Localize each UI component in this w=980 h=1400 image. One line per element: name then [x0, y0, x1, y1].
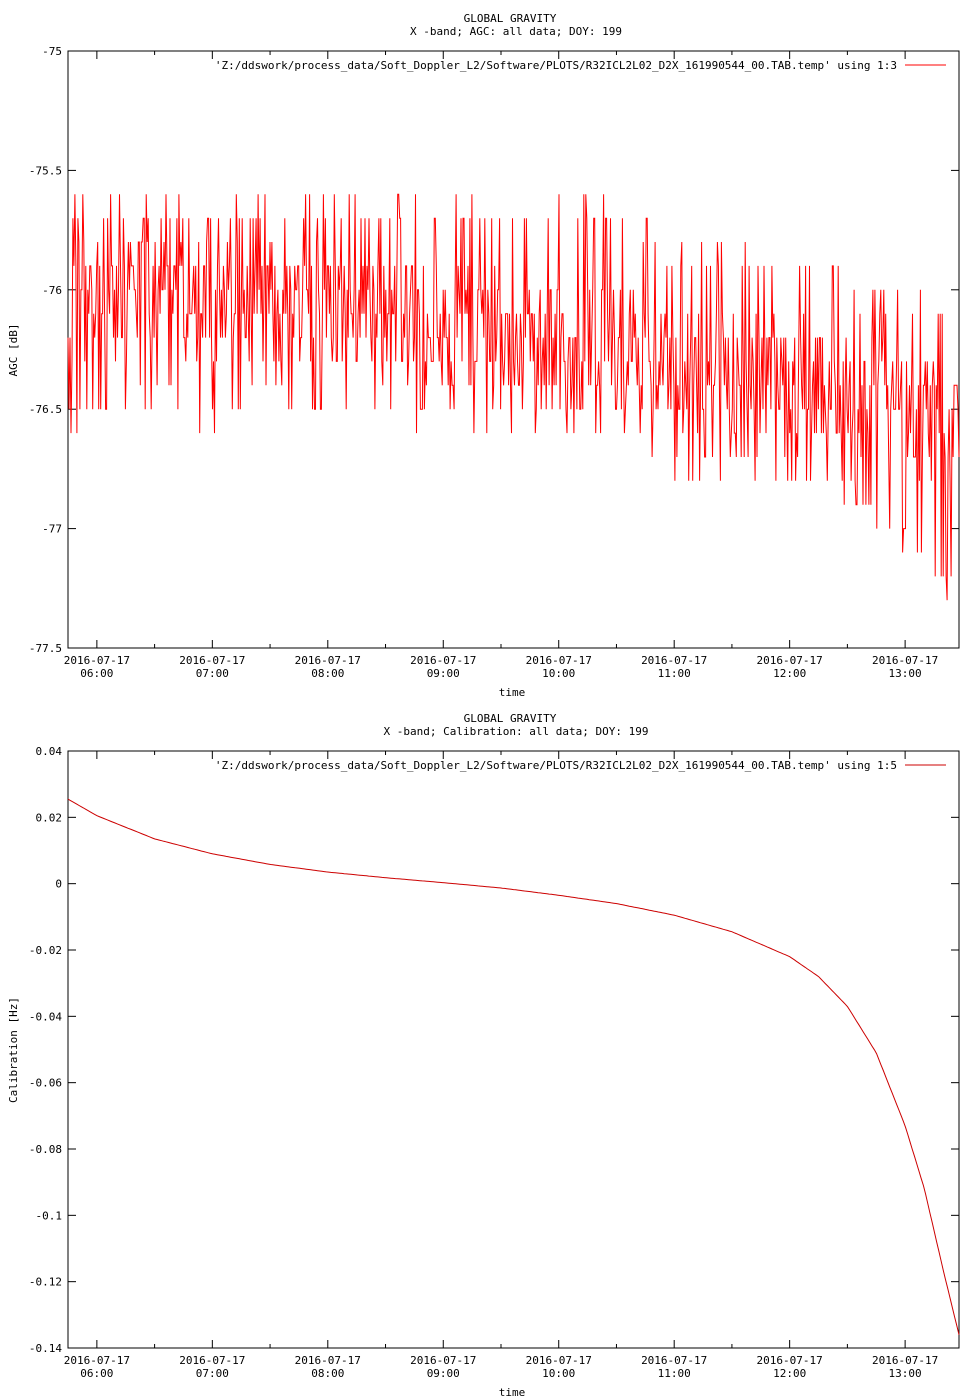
y-tick-label: -0.02: [29, 944, 62, 957]
calibration-legend-label: 'Z:/ddswork/process_data/Soft_Doppler_L2…: [215, 759, 897, 772]
x-tick-label-time: 10:00: [542, 667, 575, 680]
calibration-chart-subtitle: X -band; Calibration: all data; DOY: 199: [384, 725, 649, 738]
calibration-y-axis-label: Calibration [Hz]: [7, 997, 20, 1103]
x-tick-label-date: 2016-07-17: [179, 654, 245, 667]
x-tick-label-time: 13:00: [889, 1367, 922, 1380]
y-tick-label: -0.12: [29, 1276, 62, 1289]
y-tick-label: -0.14: [29, 1342, 62, 1355]
y-tick-label: -75.5: [29, 164, 62, 177]
y-tick-label: -77.5: [29, 642, 62, 655]
x-tick-label-time: 10:00: [542, 1367, 575, 1380]
x-tick-label-time: 11:00: [658, 667, 691, 680]
calibration-x-axis-label: time: [499, 1386, 526, 1399]
agc-series: [67, 193, 960, 601]
y-tick-label: 0: [55, 878, 62, 891]
x-tick-label-time: 13:00: [889, 667, 922, 680]
x-tick-label-date: 2016-07-17: [295, 1354, 361, 1367]
agc-x-axis-label: time: [499, 686, 526, 699]
x-tick-label-time: 07:00: [196, 667, 229, 680]
calibration-ticks: 0.04 0.02 0 -0.02 -0.04 -0.06 -0.08 -0.1 -0.12 -0…: [29, 745, 959, 1380]
x-tick-label-time: 09:00: [427, 667, 460, 680]
y-tick-label: -0.08: [29, 1143, 62, 1156]
x-tick-label-date: 2016-07-17: [410, 654, 476, 667]
x-tick-label-time: 12:00: [773, 667, 806, 680]
x-tick-label-date: 2016-07-17: [641, 1354, 707, 1367]
x-tick-label-date: 2016-07-17: [179, 1354, 245, 1367]
x-tick-label-date: 2016-07-17: [526, 654, 592, 667]
y-tick-label: -76.5: [29, 403, 62, 416]
x-tick-label-time: 11:00: [658, 1367, 691, 1380]
y-tick-label: 0.02: [36, 811, 63, 824]
calibration-plot-frame: [67, 750, 960, 1349]
x-tick-label-date: 2016-07-17: [410, 1354, 476, 1367]
x-tick-label-date: 2016-07-17: [64, 654, 130, 667]
agc-chart-subtitle: X -band; AGC: all data; DOY: 199: [410, 25, 622, 38]
y-tick-label: -76: [42, 284, 62, 297]
calibration-series: [67, 798, 960, 1335]
x-tick-label-time: 12:00: [773, 1367, 806, 1380]
x-tick-label-time: 06:00: [80, 667, 113, 680]
x-tick-label-date: 2016-07-17: [757, 654, 823, 667]
y-tick-label: -0.06: [29, 1077, 62, 1090]
calibration-line: [67, 798, 960, 1335]
x-tick-label-date: 2016-07-17: [64, 1354, 130, 1367]
agc-legend-label: 'Z:/ddswork/process_data/Soft_Doppler_L2…: [215, 59, 897, 72]
calibration-chart: GLOBAL GRAVITY X -band; Calibration: all…: [7, 712, 960, 1399]
y-tick-label: 0.04: [36, 745, 63, 758]
x-tick-label-date: 2016-07-17: [872, 654, 938, 667]
agc-line: [67, 193, 960, 601]
x-tick-label-date: 2016-07-17: [641, 654, 707, 667]
agc-chart: GLOBAL GRAVITY X -band; AGC: all data; D…: [7, 12, 960, 699]
y-tick-label: -75: [42, 45, 62, 58]
calibration-legend: 'Z:/ddswork/process_data/Soft_Doppler_L2…: [215, 759, 946, 772]
agc-chart-title: GLOBAL GRAVITY: [464, 12, 557, 25]
x-tick-label-time: 08:00: [311, 667, 344, 680]
y-tick-label: -0.04: [29, 1010, 62, 1023]
x-tick-label-date: 2016-07-17: [872, 1354, 938, 1367]
x-tick-label-date: 2016-07-17: [757, 1354, 823, 1367]
x-tick-label-time: 09:00: [427, 1367, 460, 1380]
agc-ticks: -75-75.5-76-76.5-77-77.52016-07-1706:002…: [29, 45, 959, 680]
x-tick-label-time: 06:00: [80, 1367, 113, 1380]
y-tick-label: -77: [42, 523, 62, 536]
x-tick-label-time: 08:00: [311, 1367, 344, 1380]
x-tick-label-date: 2016-07-17: [295, 654, 361, 667]
calibration-chart-title: GLOBAL GRAVITY: [464, 712, 557, 725]
agc-y-axis-label: AGC [dB]: [7, 324, 20, 377]
y-tick-label: -0.1: [36, 1209, 63, 1222]
x-tick-label-date: 2016-07-17: [526, 1354, 592, 1367]
x-tick-label-time: 07:00: [196, 1367, 229, 1380]
agc-legend: 'Z:/ddswork/process_data/Soft_Doppler_L2…: [215, 59, 946, 72]
